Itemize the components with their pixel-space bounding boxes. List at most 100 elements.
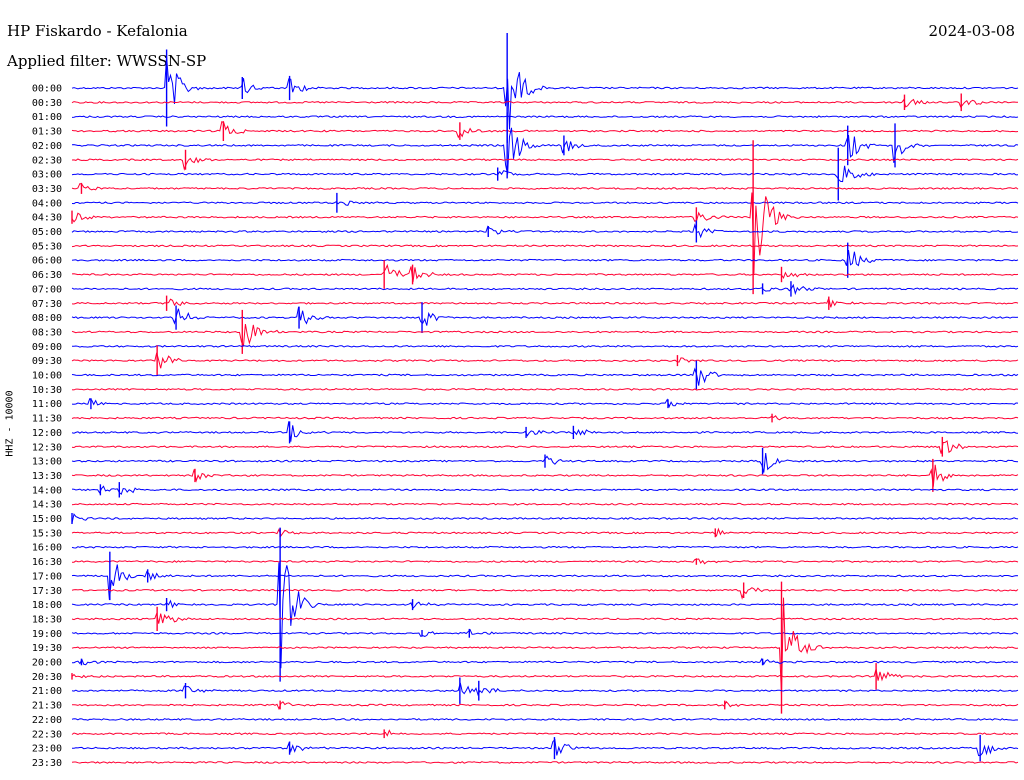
trace-2100 xyxy=(71,682,1019,697)
trace-2300 xyxy=(72,738,1019,757)
trace-1600 xyxy=(71,545,1019,549)
trace-0400 xyxy=(71,200,1019,206)
time-label-0600: 06:00 xyxy=(32,256,62,267)
trace-1700 xyxy=(71,564,1019,600)
trace-0930 xyxy=(71,352,1019,369)
trace-1030 xyxy=(71,387,1019,391)
trace-0200 xyxy=(71,127,1019,175)
trace-0100 xyxy=(71,115,1019,119)
trace-1100 xyxy=(71,398,1019,409)
time-label-0830: 08:30 xyxy=(32,327,62,338)
time-label-1730: 17:30 xyxy=(32,586,62,597)
trace-1900 xyxy=(71,628,1019,638)
time-label-1200: 12:00 xyxy=(32,428,62,439)
trace-2200 xyxy=(71,717,1019,721)
trace-1200 xyxy=(71,421,1019,442)
time-label-0030: 00:30 xyxy=(32,98,62,109)
time-label-0900: 09:00 xyxy=(32,342,62,353)
trace-1430 xyxy=(71,502,1019,506)
time-label-2030: 20:30 xyxy=(32,672,62,683)
time-label-2000: 20:00 xyxy=(32,658,62,669)
time-label-2230: 22:30 xyxy=(32,729,62,740)
trace-2130 xyxy=(71,700,1019,711)
time-label-0530: 05:30 xyxy=(32,241,62,252)
time-label-2330: 23:30 xyxy=(32,758,62,769)
time-label-1230: 12:30 xyxy=(32,442,62,453)
trace-1400 xyxy=(71,485,1019,496)
trace-1630 xyxy=(72,558,1019,565)
time-label-1130: 11:30 xyxy=(32,414,62,425)
trace-0700 xyxy=(71,283,1019,296)
time-label-0100: 01:00 xyxy=(32,112,62,123)
trace-1230 xyxy=(71,440,1019,454)
trace-2000 xyxy=(72,657,1019,666)
time-label-0400: 04:00 xyxy=(32,198,62,209)
trace-0300 xyxy=(71,165,1019,183)
trace-0130 xyxy=(71,120,1019,139)
trace-0900 xyxy=(71,344,1019,348)
time-label-1630: 16:30 xyxy=(32,557,62,568)
time-label-1530: 15:30 xyxy=(32,528,62,539)
time-label-2130: 21:30 xyxy=(32,701,62,712)
trace-0430 xyxy=(71,192,1019,275)
time-label-0700: 07:00 xyxy=(32,284,62,295)
trace-0800 xyxy=(71,306,1019,326)
time-label-1700: 17:00 xyxy=(32,571,62,582)
time-label-1900: 19:00 xyxy=(32,629,62,640)
trace-1000 xyxy=(71,367,1019,386)
trace-0830 xyxy=(71,324,1019,348)
time-label-1930: 19:30 xyxy=(32,643,62,654)
trace-0600 xyxy=(71,250,1019,267)
date-label: 2024-03-08 xyxy=(928,22,1015,40)
trace-2330 xyxy=(71,761,1019,764)
trace-1800 xyxy=(71,562,1019,669)
time-label-1100: 11:00 xyxy=(32,399,62,410)
time-label-2200: 22:00 xyxy=(32,715,62,726)
time-label-0430: 04:30 xyxy=(32,213,62,224)
trace-1530 xyxy=(71,527,1019,538)
time-label-0230: 02:30 xyxy=(32,155,62,166)
trace-1500 xyxy=(71,513,1019,524)
time-label-1600: 16:00 xyxy=(32,543,62,554)
traces xyxy=(71,33,1019,764)
trace-0000 xyxy=(71,56,1019,130)
time-label-0730: 07:30 xyxy=(32,299,62,310)
time-label-2100: 21:00 xyxy=(32,686,62,697)
time-labels: 00:00 00:30 01:00 01:30 02:00 02:30 03:00 03:30… xyxy=(32,84,62,769)
time-label-0500: 05:00 xyxy=(32,227,62,238)
time-label-0630: 06:30 xyxy=(32,270,62,281)
time-label-1300: 13:00 xyxy=(32,457,62,468)
time-label-1030: 10:30 xyxy=(32,385,62,396)
filter-label: Applied filter: WWSSN-SP xyxy=(7,52,207,70)
time-label-0800: 08:00 xyxy=(32,313,62,324)
time-label-1800: 18:00 xyxy=(32,600,62,611)
time-label-0300: 03:00 xyxy=(32,170,62,181)
trace-1830 xyxy=(71,611,1019,624)
trace-0330 xyxy=(71,182,1019,191)
time-label-1400: 14:00 xyxy=(32,485,62,496)
time-label-0000: 00:00 xyxy=(32,84,62,95)
trace-1730 xyxy=(71,587,1019,600)
station-title: HP Fiskardo - Kefalonia xyxy=(7,22,188,40)
time-label-0930: 09:30 xyxy=(32,356,62,367)
time-label-1830: 18:30 xyxy=(32,614,62,625)
trace-2230 xyxy=(71,729,1019,737)
trace-1930 xyxy=(71,597,1019,696)
trace-0230 xyxy=(71,156,1019,171)
trace-1130 xyxy=(71,415,1019,421)
trace-2030 xyxy=(71,668,1019,682)
time-label-1500: 15:00 xyxy=(32,514,62,525)
trace-0030 xyxy=(71,98,1019,109)
trace-0500 xyxy=(71,223,1019,239)
time-label-0200: 02:00 xyxy=(32,141,62,152)
time-label-1330: 13:30 xyxy=(32,471,62,482)
time-label-0130: 01:30 xyxy=(32,127,62,138)
trace-1330 xyxy=(71,464,1019,487)
trace-0630 xyxy=(71,263,1019,283)
time-label-0330: 03:30 xyxy=(32,184,62,195)
time-label-1000: 10:00 xyxy=(32,371,62,382)
time-label-2300: 23:00 xyxy=(32,744,62,755)
trace-0730 xyxy=(71,296,1019,308)
trace-0530 xyxy=(71,244,1019,248)
